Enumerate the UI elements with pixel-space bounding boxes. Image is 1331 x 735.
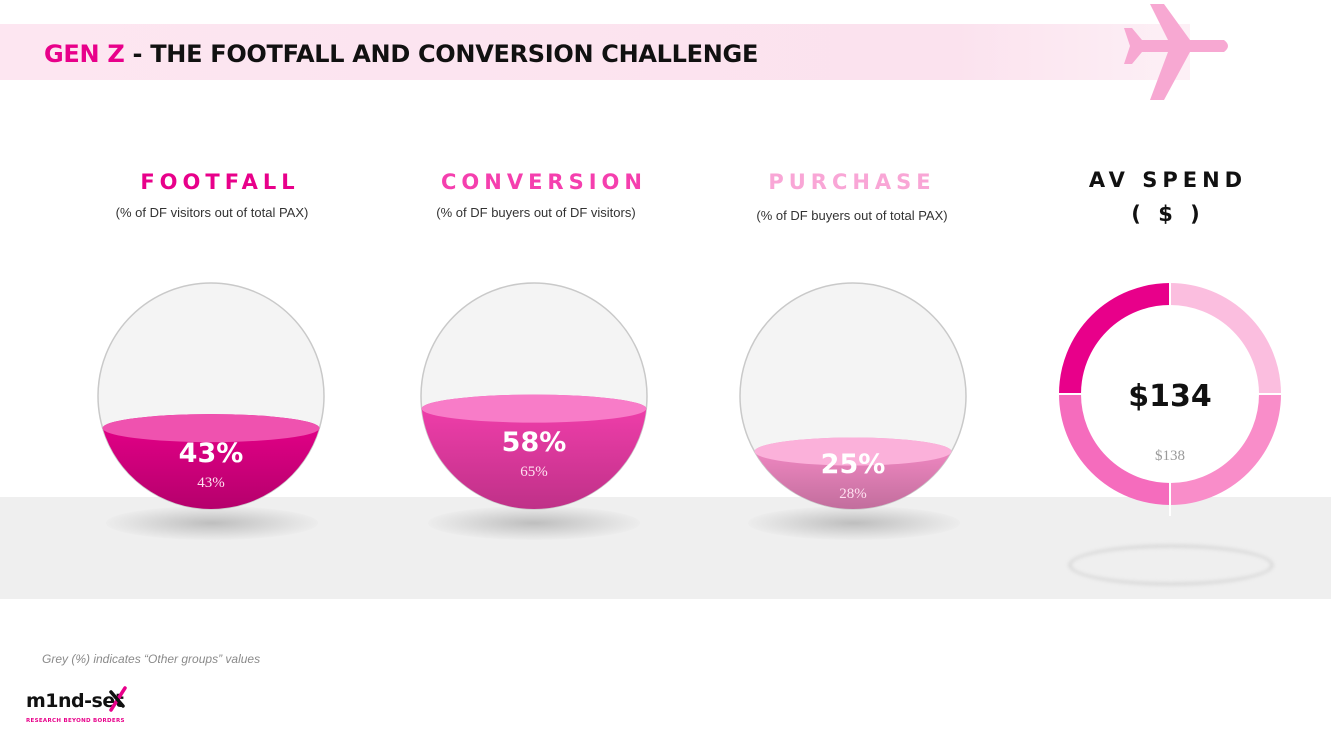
comparison-label-footfall: 43% xyxy=(197,475,225,491)
airplane-icon xyxy=(1124,4,1228,100)
globe-purchase: 25%28% xyxy=(739,282,967,510)
donut-segment-top-right xyxy=(1169,283,1281,395)
heading-conversion: CONVERSION xyxy=(441,170,647,194)
value-label-footfall: 43% xyxy=(179,438,244,469)
page-title-rest: - THE FOOTFALL AND CONVERSION CHALLENGE xyxy=(124,40,759,68)
liquid-surface-conversion xyxy=(421,394,647,423)
logo-wordmark: m1nd-set xyxy=(26,690,124,712)
subtitle-footfall: (% of DF visitors out of total PAX) xyxy=(115,205,309,220)
donut-av-spend: $134 $138 xyxy=(1048,272,1292,516)
logo-tagline: RESEARCH BEYOND BORDERS xyxy=(26,718,125,724)
comparison-label-av-spend: $138 xyxy=(1155,448,1185,464)
comparison-label-purchase: 28% xyxy=(839,486,867,502)
value-label-purchase: 25% xyxy=(821,449,886,480)
value-label-av-spend: $134 xyxy=(1128,379,1212,414)
page-title-accent: GEN Z xyxy=(44,40,125,68)
page-title: GEN Z - THE FOOTFALL AND CONVERSION CHAL… xyxy=(44,40,758,68)
globe-conversion: 58%65% xyxy=(420,282,648,510)
logo-cross-icon xyxy=(109,686,127,712)
heading-purchase: PURCHASE xyxy=(768,170,936,194)
liquid-surface-footfall xyxy=(102,414,320,443)
subtitle-purchase: (% of DF buyers out of total PAX) xyxy=(756,208,948,223)
donut-segment-bottom-left xyxy=(1059,393,1171,505)
subtitle-av-spend: ( $ ) xyxy=(1131,202,1205,226)
donut-segment-bottom-right xyxy=(1169,393,1281,505)
title-band xyxy=(0,24,1190,80)
globe-shadow-conversion xyxy=(428,506,640,540)
globe-shadow-footfall xyxy=(106,506,318,540)
donut-shadow xyxy=(1068,544,1274,586)
footnote: Grey (%) indicates “Other groups” values xyxy=(42,652,261,666)
heading-av-spend: AV SPEND xyxy=(1088,168,1248,192)
liquid-conversion xyxy=(421,394,647,510)
liquid-surface-purchase xyxy=(754,437,952,466)
globe-footfall: 43%43% xyxy=(97,282,325,510)
company-logo: m1nd-set RESEARCH BEYOND BORDERS xyxy=(26,686,146,730)
heading-footfall: FOOTFALL xyxy=(140,170,300,194)
donut-segment-top-left xyxy=(1059,283,1171,395)
subtitle-conversion: (% of DF buyers out of DF visitors) xyxy=(436,205,636,220)
comparison-label-conversion: 65% xyxy=(520,464,548,480)
globe-shadow-purchase xyxy=(748,506,960,540)
value-label-conversion: 58% xyxy=(502,427,567,458)
